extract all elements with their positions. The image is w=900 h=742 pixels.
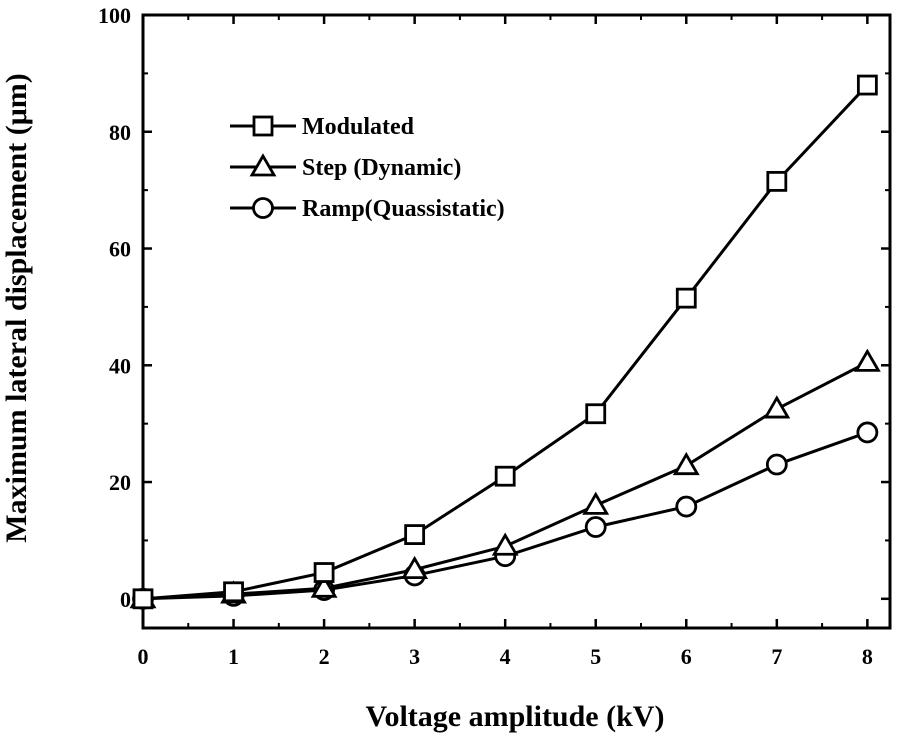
x-tick-label: 7 [771,644,782,669]
x-tick-label: 0 [138,644,149,669]
plot-series [129,74,881,610]
x-tick-label: 5 [590,644,601,669]
data-point-circle [856,421,879,444]
data-point-triangle [310,574,338,598]
x-tick-label: 3 [409,644,420,669]
data-point-square [132,588,154,610]
legend-marker-square [252,115,274,137]
data-point-square [494,465,516,487]
y-tick-label: 20 [109,470,131,495]
data-point-circle [584,516,607,538]
data-point-triangle [853,348,881,372]
data-point-triangle [401,555,429,580]
y-tick-label: 80 [109,120,131,145]
y-axis-title: Maximum lateral displacement (μm) [0,73,33,542]
x-tick-label: 1 [228,644,239,669]
data-point-square [404,524,426,545]
legend-item: Ramp(Quassistatic) [230,196,505,222]
x-tick-label: 6 [681,644,692,669]
data-point-triangle [763,395,791,419]
legend: Modulated Step (Dynamic) Ramp(Quassistatic… [230,114,505,222]
data-point-triangle [672,451,700,476]
data-point-square [675,287,697,309]
plot-frame [141,13,892,630]
data-point-square [223,581,244,603]
y-tick-label: 100 [98,3,131,28]
legend-item: Modulated [230,114,415,140]
legend-item: Step (Dynamic) [230,153,461,181]
data-point-square [766,170,788,192]
data-point-square [313,562,335,583]
legend-marker-triangle [249,153,277,177]
data-point-circle [675,495,698,518]
y-tick-label: 0 [120,587,131,612]
legend-label: Modulated [302,114,415,140]
x-tick-label: 8 [862,644,873,669]
data-point-triangle [491,532,519,556]
series-circle [132,421,879,610]
y-tick-label: 40 [109,353,131,378]
legend-label: Ramp(Quassistatic) [302,196,505,222]
y-tick-label: 60 [109,237,131,262]
x-axis-title: Voltage amplitude (kV) [366,700,665,733]
series-line-square [142,84,869,601]
series-line-circle [142,431,868,601]
legend-label: Step (Dynamic) [302,155,461,181]
series-square [132,74,878,610]
data-point-square [856,74,878,96]
data-point-square [585,403,607,425]
x-tick-label: 2 [319,644,330,669]
data-point-circle [765,453,788,476]
x-tick-label: 4 [500,644,511,669]
data-point-triangle [582,491,610,515]
legend-marker-circle [252,197,274,219]
